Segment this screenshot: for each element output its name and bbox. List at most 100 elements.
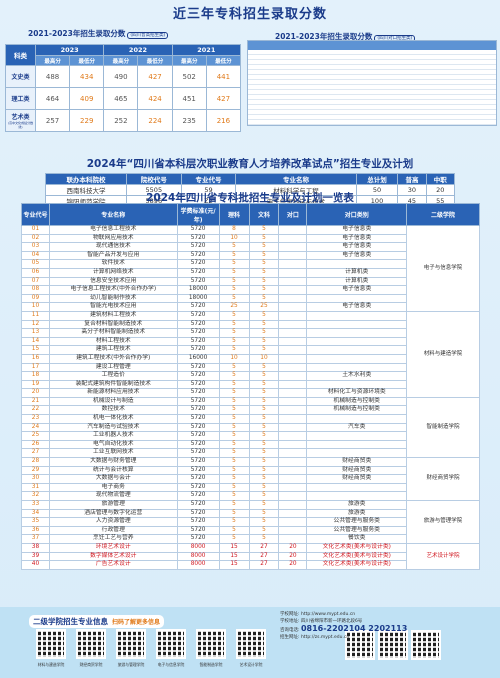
plan-cell: 34 <box>21 508 50 519</box>
plan-cell: 5 <box>248 405 280 416</box>
phone-label: 咨询电话: <box>280 628 300 633</box>
plan-cell: 8000 <box>176 551 220 562</box>
qr-code-icon[interactable] <box>345 630 375 660</box>
plan-cell: 现代物流管理 <box>48 491 178 501</box>
qr-code-icon[interactable] <box>411 630 441 660</box>
score-cell: 441 <box>205 65 242 88</box>
plan-cell: 27 <box>248 551 280 562</box>
plan-row: 08 电子信息工程技术(中外合作办学) 18000 5 5 电子信息类 <box>21 285 480 295</box>
vocational-score-line <box>248 105 496 110</box>
plan-cell: 土木水利类 <box>306 371 408 381</box>
plan-cell: 计算机类 <box>306 267 408 278</box>
score-cell: 229 <box>69 109 105 132</box>
plan-cell: 39 <box>21 551 50 562</box>
plan-cell: 材料工程技术 <box>48 336 178 347</box>
plan-row: 21 机械设计与制造 5720 5 5 机械制造与控制类 智能制造学院 <box>21 396 480 459</box>
plan-row: 11 建筑材料工程技术 5720 5 5 材料与建造学院 <box>21 310 480 398</box>
site-link[interactable]: http://www.mypt.edu.cn <box>300 612 356 617</box>
plan-cell: 5 <box>218 362 250 373</box>
footer-info-title: 二级学院招生专业信息 <box>33 617 108 626</box>
admission-site[interactable]: 招生网址: http://zs.mypt.edu.cn <box>280 635 350 640</box>
plan-cell: 5 <box>218 250 250 261</box>
plan-cell: 5 <box>248 310 280 321</box>
site-label: 学校网址: <box>280 612 300 617</box>
plan-cell: 15 <box>218 542 250 553</box>
plan-cell: 5 <box>218 396 250 407</box>
vocational-score-line <box>248 90 496 95</box>
plan-cell: 5 <box>218 422 250 433</box>
plan-cell: 大数据与会计 <box>48 474 178 484</box>
score-row-label-text: 艺术类 <box>11 114 30 121</box>
qr-label: 财经商贸学院 <box>79 662 103 667</box>
plan-cell: 数字媒体艺术设计 <box>48 551 178 562</box>
score-subheader: 最高分 <box>171 55 207 66</box>
plan-cell: 02 <box>21 233 50 244</box>
plan-cell: 5720 <box>176 534 220 544</box>
plan-cell: 5 <box>218 414 250 424</box>
plan-cell <box>278 302 308 312</box>
plan-cell <box>306 448 408 459</box>
plan-cell: 26 <box>21 439 50 450</box>
plan-cell: 旅游类 <box>306 508 408 519</box>
qr-code-icon[interactable] <box>76 629 106 659</box>
plan-cell <box>306 319 408 330</box>
plan-cell: 25 <box>248 302 280 312</box>
qr-code-icon[interactable] <box>36 629 66 659</box>
plan-cell: 5 <box>248 267 280 278</box>
plan-cell: 5 <box>248 448 280 459</box>
plan-row: 28 大数据与财务管理 5720 5 5 财经商贸类 财经商贸学院 <box>21 457 480 501</box>
plan-cell: 5 <box>248 259 280 269</box>
score-subheader: 最低分 <box>205 55 242 66</box>
plan-cell: 5720 <box>176 491 220 501</box>
plan-cell: 36 <box>21 525 50 536</box>
plan-cell <box>278 396 308 407</box>
qr-code-icon[interactable] <box>196 629 226 659</box>
score-row-label-text: 理工类 <box>11 96 30 103</box>
plan-cell: 5 <box>248 457 280 467</box>
plan-cell: 5720 <box>176 431 220 441</box>
plan-cell <box>306 414 408 424</box>
plan-cell <box>306 336 408 347</box>
phone-number: 0816-2202104 2202113 <box>300 624 408 633</box>
plan-row: 37 烹饪工艺与营养 5720 5 5 餐饮类 <box>21 534 480 544</box>
plan-cell: 复合材料智能制造技术 <box>48 319 178 330</box>
plan-cell: 5 <box>218 371 250 381</box>
plan-cell: 11 <box>21 310 50 321</box>
plan-cell: 5720 <box>176 250 220 261</box>
plan-row: 06 计算机网络技术 5720 5 5 计算机类 <box>21 267 480 278</box>
vocational-score-line <box>248 55 496 60</box>
plan-cell <box>278 414 308 424</box>
plan-cell: 公共管理与服务类 <box>306 525 408 536</box>
plan-cell: 31 <box>21 482 50 493</box>
plan-cell: 智能光电技术应用 <box>48 302 178 312</box>
plan-cell: 5 <box>218 379 250 390</box>
plan-cell: 5 <box>248 388 280 398</box>
qr-code-icon[interactable] <box>156 629 186 659</box>
plan-cell <box>278 336 308 347</box>
plan-cell: 5720 <box>176 310 220 321</box>
plan-cell: 行政管理 <box>48 525 178 536</box>
plan-cell: 5 <box>248 508 280 519</box>
right-subtitle-text: 2021-2023年招生录取分数 <box>275 32 373 41</box>
score-row: 理工类 464 409 465 424 451 427 <box>5 87 242 110</box>
plan-cell: 文化艺术类(美术与设计类) <box>306 551 408 562</box>
plan-cell <box>306 328 408 338</box>
college-cell: 艺术设计学院 <box>406 542 480 570</box>
plan-cell: 物联网应用技术 <box>48 233 178 244</box>
plan-cell: 03 <box>21 242 50 252</box>
plan-cell: 公共管理与服务类 <box>306 517 408 527</box>
plan-cell: 38 <box>21 542 50 553</box>
plan-header: 对口 <box>278 203 308 226</box>
qr-code-icon[interactable] <box>378 630 408 660</box>
plan-cell <box>278 534 308 544</box>
plan-row: 15 建筑工程技术 5720 5 5 <box>21 345 480 355</box>
plan-cell: 10 <box>218 353 250 364</box>
plan-cell: 5720 <box>176 371 220 381</box>
plan-cell: 18000 <box>176 285 220 295</box>
qr-code-icon[interactable] <box>116 629 146 659</box>
left-subtitle-tag: (四川普高招生类) <box>127 32 169 39</box>
plan-cell <box>278 225 308 235</box>
plan-cell: 5 <box>218 336 250 347</box>
plan-cell: 大数据与财务管理 <box>48 457 178 467</box>
qr-code-icon[interactable] <box>236 629 266 659</box>
